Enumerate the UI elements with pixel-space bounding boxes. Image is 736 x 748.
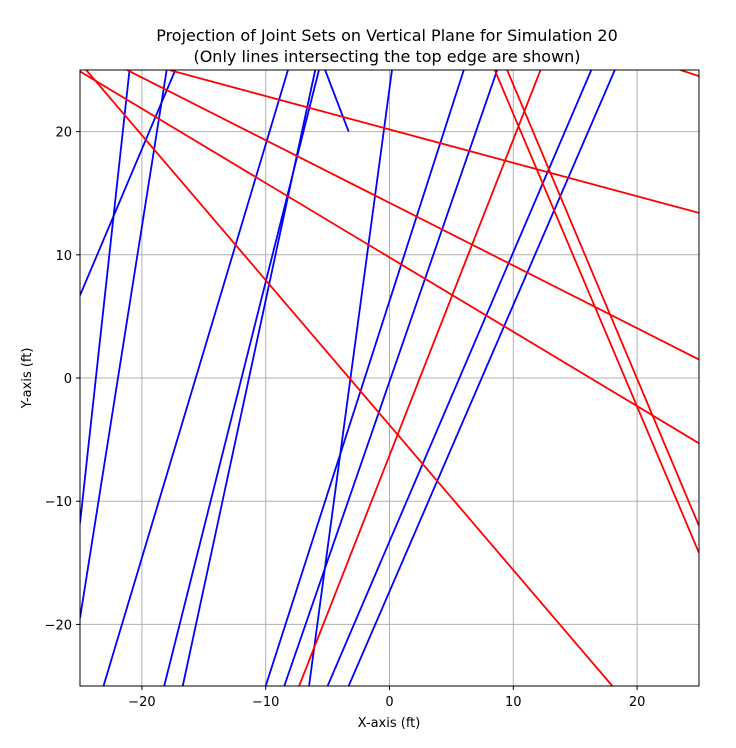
plot-lines <box>80 70 699 686</box>
joint-line-blue <box>308 70 393 686</box>
chart-subtitle: (Only lines intersecting the top edge ar… <box>193 47 580 66</box>
y-tick-label: −20 <box>45 618 72 633</box>
x-tick-label: 10 <box>505 695 522 710</box>
joint-line-red <box>126 70 699 361</box>
chart-title: Projection of Joint Sets on Vertical Pla… <box>156 26 618 45</box>
joint-line-red <box>680 70 699 78</box>
joint-line-red <box>493 70 699 554</box>
joint-line-blue <box>264 70 465 686</box>
x-tick-label: −10 <box>252 695 279 710</box>
joint-line-blue <box>283 70 499 686</box>
y-axis-label: Y-axis (ft) <box>20 348 35 410</box>
joint-line-red <box>298 70 542 686</box>
joint-line-blue <box>102 70 289 686</box>
y-tick-label: 20 <box>55 126 72 141</box>
ticks: −20 −10 0 10 20 −20 −10 0 10 20 <box>45 126 646 710</box>
joint-line-blue <box>80 70 168 619</box>
x-tick-label: 20 <box>629 695 646 710</box>
joint-line-blue <box>80 70 177 296</box>
joint-line-blue <box>324 70 350 132</box>
joint-line-red <box>85 70 614 686</box>
y-tick-label: 0 <box>64 372 72 387</box>
x-tick-label: 0 <box>385 695 393 710</box>
joint-line-blue <box>80 70 131 524</box>
x-tick-label: −20 <box>128 695 155 710</box>
joint-line-red <box>80 70 699 445</box>
y-tick-label: 10 <box>55 249 72 264</box>
joint-line-red <box>168 70 699 214</box>
joint-line-blue <box>181 70 317 686</box>
joint-line-red <box>506 70 699 527</box>
joint-line-blue <box>347 70 616 686</box>
y-tick-label: −10 <box>45 495 72 510</box>
x-axis-label: X-axis (ft) <box>358 716 421 731</box>
